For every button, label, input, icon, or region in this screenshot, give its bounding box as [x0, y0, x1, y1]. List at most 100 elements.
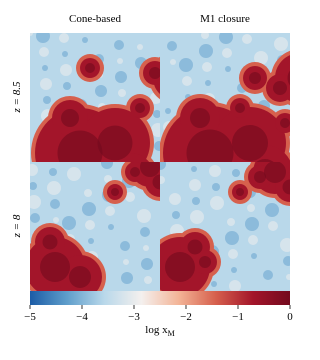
ionized-core [130, 167, 140, 177]
map-texture [125, 192, 135, 202]
map-texture [53, 217, 59, 223]
map-texture [67, 167, 81, 181]
map-texture [47, 181, 61, 195]
ionized-core [306, 89, 315, 107]
map-texture [165, 108, 171, 114]
map-texture [219, 33, 233, 44]
map-texture [160, 176, 165, 184]
column-title: Cone-based [69, 13, 121, 25]
map-texture [229, 280, 241, 291]
map-texture [151, 123, 160, 137]
map-texture [189, 179, 201, 191]
map-texture [209, 165, 221, 177]
colorbar-ticks: −5 −4 −3 −2 −1 0 [24, 305, 293, 323]
ionized-core [165, 252, 195, 282]
map-texture [202, 62, 212, 72]
map-texture [280, 238, 290, 252]
map-texture [59, 33, 69, 43]
ionized-core [273, 81, 287, 95]
map-texture [141, 258, 153, 270]
ionized-core [282, 179, 290, 195]
map-texture [43, 96, 51, 104]
map-texture [263, 270, 273, 280]
map-texture [283, 256, 290, 266]
ionized-core [85, 63, 95, 73]
label-text: log x [145, 324, 168, 336]
map-texture [201, 33, 209, 39]
tick-label: −1 [232, 311, 244, 323]
map-texture [222, 48, 232, 58]
map-texture [39, 47, 49, 57]
ionized-core [152, 174, 160, 190]
map-texture [82, 37, 88, 43]
map-texture [50, 199, 60, 209]
map-texture [170, 59, 176, 65]
ionized-core [186, 129, 234, 162]
ionized-core [135, 103, 145, 113]
map-panel [30, 33, 160, 162]
map-texture [49, 168, 57, 176]
map-texture [108, 224, 114, 230]
map-texture [30, 195, 41, 209]
map-texture [247, 204, 255, 212]
ionized-core [232, 125, 268, 161]
map-texture [179, 58, 193, 72]
map-texture [101, 162, 113, 169]
map-texture [211, 281, 217, 287]
ionized-core [40, 252, 70, 282]
map-texture [191, 166, 197, 172]
map-texture [82, 202, 96, 216]
ionized-core [249, 72, 261, 84]
map-texture [30, 182, 37, 190]
tick-label: 0 [287, 311, 293, 323]
tick-label: −3 [128, 311, 140, 323]
map-texture [88, 238, 94, 244]
map-texture [137, 209, 151, 223]
colorbar [30, 291, 290, 305]
map-panel [160, 33, 315, 162]
map-texture [190, 210, 204, 224]
tick-label: −4 [76, 311, 88, 323]
map-texture [172, 211, 180, 219]
ionized-core [254, 171, 266, 183]
map-texture [160, 162, 166, 170]
map-texture [123, 259, 129, 265]
map-texture [274, 37, 288, 51]
map-texture [210, 196, 224, 210]
map-texture [121, 272, 133, 284]
ionized-core [264, 162, 286, 183]
map-texture [251, 253, 257, 259]
map-texture [30, 164, 38, 176]
ionized-core [256, 159, 274, 162]
map-texture [182, 76, 192, 86]
ionized-core [187, 239, 203, 255]
map-texture [104, 175, 112, 183]
map-texture [85, 220, 95, 230]
ionized-core [190, 108, 210, 128]
map-texture [144, 276, 152, 284]
column-title: M1 closure [200, 13, 250, 25]
map-texture [192, 197, 200, 205]
map-texture [105, 206, 115, 216]
ionized-core [140, 162, 160, 177]
map-texture [154, 141, 160, 151]
ionized-core [42, 234, 58, 250]
map-texture [245, 217, 259, 231]
ionized-core [199, 256, 211, 268]
map-texture [84, 189, 92, 197]
row-label: z = 8 [11, 214, 23, 238]
map-panel [30, 162, 160, 291]
map-texture [40, 78, 52, 90]
map-texture [62, 216, 76, 230]
map-texture [265, 203, 279, 217]
map-texture [205, 80, 211, 86]
map-texture [117, 58, 123, 64]
map-texture [30, 33, 33, 36]
map-texture [225, 231, 239, 245]
map-texture [118, 89, 126, 97]
ionized-core [287, 70, 290, 86]
map-texture [114, 40, 124, 50]
map-texture [199, 44, 213, 58]
ionized-core [236, 188, 244, 196]
map-texture [232, 169, 240, 177]
